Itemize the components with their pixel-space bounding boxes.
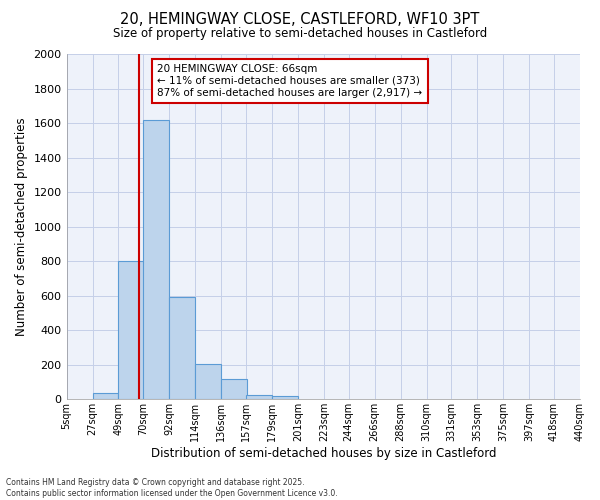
Bar [195, 364, 221, 400]
Text: Contains HM Land Registry data © Crown copyright and database right 2025.
Contai: Contains HM Land Registry data © Crown c… [6, 478, 338, 498]
Bar [118, 261, 145, 400]
Bar [143, 120, 169, 400]
Bar [272, 396, 298, 400]
Bar [221, 380, 247, 400]
X-axis label: Distribution of semi-detached houses by size in Castleford: Distribution of semi-detached houses by … [151, 447, 496, 460]
Text: 20, HEMINGWAY CLOSE, CASTLEFORD, WF10 3PT: 20, HEMINGWAY CLOSE, CASTLEFORD, WF10 3P… [121, 12, 479, 28]
Text: Size of property relative to semi-detached houses in Castleford: Size of property relative to semi-detach… [113, 28, 487, 40]
Bar [246, 395, 272, 400]
Bar [169, 298, 195, 400]
Y-axis label: Number of semi-detached properties: Number of semi-detached properties [15, 118, 28, 336]
Text: 20 HEMINGWAY CLOSE: 66sqm
← 11% of semi-detached houses are smaller (373)
87% of: 20 HEMINGWAY CLOSE: 66sqm ← 11% of semi-… [157, 64, 422, 98]
Bar [92, 392, 118, 400]
